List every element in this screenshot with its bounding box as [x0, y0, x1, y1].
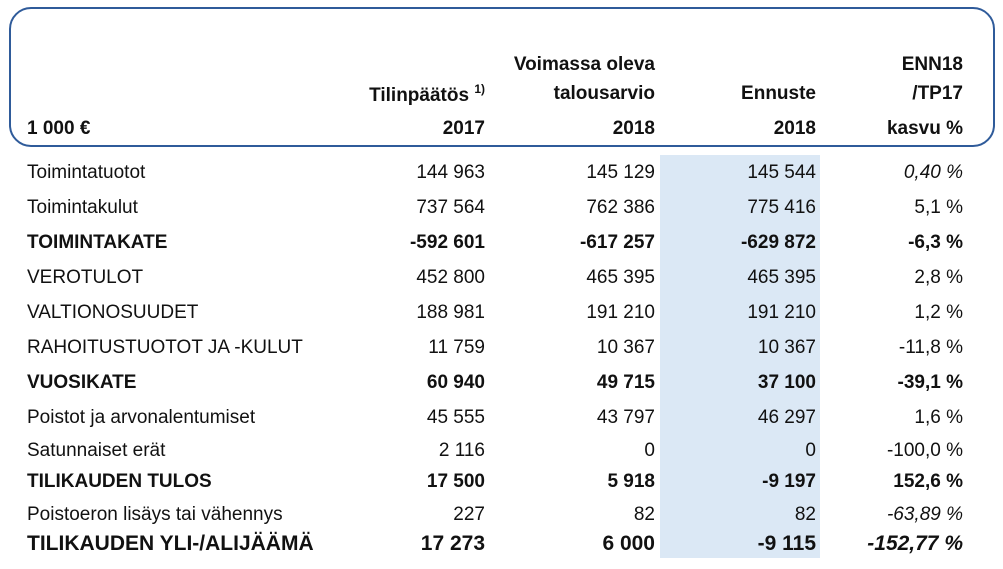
value-2018-budget: 145 129 — [586, 162, 655, 183]
value-2017: 227 — [453, 504, 485, 525]
value-2017: 60 940 — [426, 372, 485, 393]
col2-title-line1: Voimassa oleva — [513, 54, 655, 75]
row-label: VUOSIKATE — [27, 372, 137, 393]
value-2018-budget: 0 — [644, 440, 655, 461]
value-growth: -63,89 % — [886, 504, 963, 525]
col1-footnote: 1) — [474, 82, 485, 96]
row-label: Toimintatuotot — [27, 162, 146, 183]
value-forecast: 145 544 — [747, 162, 816, 183]
value-forecast: 82 — [794, 504, 816, 525]
value-2017: 2 116 — [438, 440, 485, 461]
col1-title-text: Tilinpäätös — [369, 85, 470, 106]
row-label: TILIKAUDEN YLI-/ALIJÄÄMÄ — [27, 532, 314, 555]
row-label: TOIMINTAKATE — [27, 232, 168, 253]
value-2017: 17 500 — [426, 471, 485, 492]
col2-year: 2018 — [612, 118, 655, 139]
value-2018-budget: 10 367 — [596, 337, 655, 358]
value-2018-budget: 49 715 — [596, 372, 655, 393]
value-forecast: -629 872 — [740, 232, 816, 253]
value-2017: 188 981 — [416, 302, 485, 323]
row-label: TILIKAUDEN TULOS — [27, 471, 212, 492]
value-growth: 1,6 % — [914, 407, 963, 428]
value-forecast: -9 115 — [757, 532, 816, 555]
row-label: Poistot ja arvonalentumiset — [27, 407, 256, 428]
value-forecast: 46 297 — [757, 407, 816, 428]
col4-title-line2: /TP17 — [912, 83, 963, 104]
row-label: Poistoeron lisäys tai vähennys — [27, 504, 283, 525]
value-forecast: -9 197 — [762, 471, 816, 492]
value-forecast: 37 100 — [757, 372, 816, 393]
row-label: VEROTULOT — [27, 267, 144, 288]
col1-year: 2017 — [442, 118, 485, 139]
value-growth: -6,3 % — [908, 232, 963, 253]
unit-label: 1 000 € — [27, 118, 91, 139]
value-growth: -100,0 % — [886, 440, 963, 461]
table-header-box — [9, 7, 995, 147]
value-forecast: 775 416 — [747, 197, 816, 218]
value-forecast: 191 210 — [747, 302, 816, 323]
value-growth: 152,6 % — [893, 471, 963, 492]
value-growth: 5,1 % — [914, 197, 963, 218]
value-2017: 17 273 — [420, 532, 485, 555]
value-2017: 452 800 — [416, 267, 485, 288]
value-2018-budget: 465 395 — [586, 267, 655, 288]
value-growth: 1,2 % — [914, 302, 963, 323]
value-forecast: 465 395 — [747, 267, 816, 288]
value-2018-budget: 762 386 — [586, 197, 655, 218]
value-2018-budget: 5 918 — [607, 471, 655, 492]
col4-title-line1: ENN18 — [901, 54, 963, 75]
value-growth: -152,77 % — [867, 532, 963, 555]
value-forecast: 10 367 — [757, 337, 816, 358]
value-2017: -592 601 — [409, 232, 485, 253]
row-label: RAHOITUSTUOTOT JA -KULUT — [27, 337, 303, 358]
col4-title-line3: kasvu % — [886, 118, 963, 139]
value-2017: 11 759 — [428, 337, 485, 358]
row-label: Satunnaiset erät — [27, 440, 166, 461]
row-label: VALTIONOSUUDET — [27, 302, 199, 323]
col1-title: Tilinpäätös 1) — [369, 82, 485, 107]
value-2018-budget: 191 210 — [586, 302, 655, 323]
value-2017: 45 555 — [426, 407, 485, 428]
row-label: Toimintakulut — [27, 197, 138, 218]
value-2018-budget: -617 257 — [579, 232, 655, 253]
value-growth: 2,8 % — [914, 267, 963, 288]
value-forecast: 0 — [805, 440, 816, 461]
value-2017: 737 564 — [416, 197, 485, 218]
value-2018-budget: 82 — [633, 504, 655, 525]
col3-title: Ennuste — [741, 83, 816, 104]
value-2017: 144 963 — [416, 162, 485, 183]
value-2018-budget: 43 797 — [596, 407, 655, 428]
value-growth: 0,40 % — [903, 162, 963, 183]
value-growth: -39,1 % — [897, 372, 963, 393]
value-2018-budget: 6 000 — [602, 532, 655, 555]
forecast-column-highlight — [660, 155, 820, 558]
col2-title-line2: talousarvio — [553, 83, 655, 104]
col3-year: 2018 — [773, 118, 816, 139]
value-growth: -11,8 % — [898, 337, 963, 358]
